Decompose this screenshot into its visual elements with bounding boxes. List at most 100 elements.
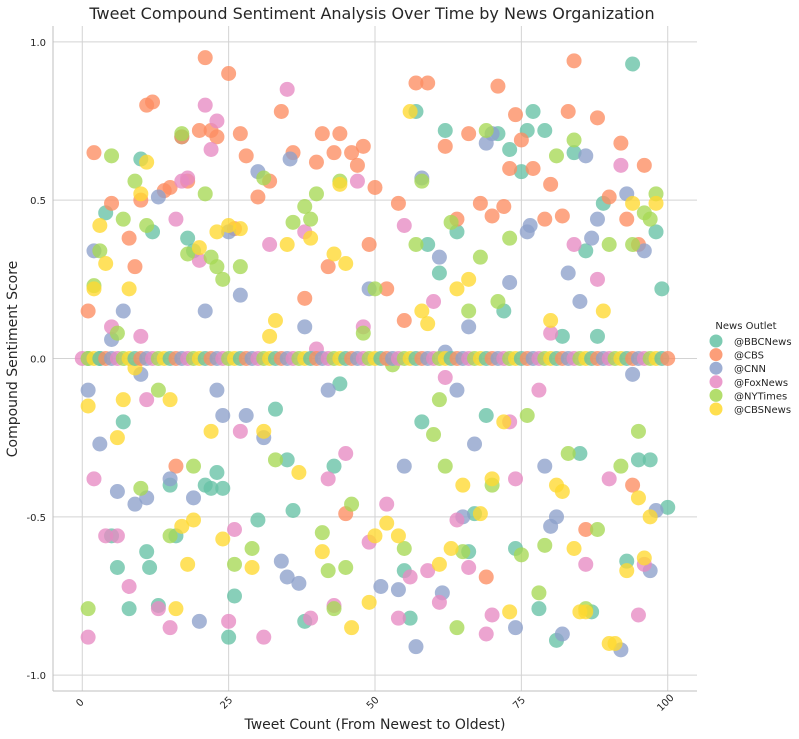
data-point: [513, 164, 529, 180]
data-point: [121, 579, 137, 594]
data-point: [186, 490, 202, 506]
data-point: [162, 471, 178, 487]
data-point: [502, 275, 518, 290]
data-point: [250, 189, 266, 205]
data-point: [654, 281, 670, 297]
data-point: [472, 195, 488, 211]
data-point: [560, 265, 576, 281]
data-point: [390, 528, 406, 544]
data-point: [197, 303, 213, 319]
data-point: [162, 180, 178, 195]
data-point: [502, 230, 518, 246]
data-point: [262, 237, 278, 252]
data-point: [244, 541, 260, 556]
data-point: [226, 522, 242, 537]
x-tick-label: 25: [218, 695, 235, 712]
data-point: [636, 550, 652, 566]
data-point: [566, 53, 582, 69]
data-point: [390, 610, 406, 626]
x-tick-label: 75: [511, 695, 528, 712]
data-point: [86, 471, 102, 487]
legend-marker: [709, 334, 723, 348]
data-point: [543, 313, 559, 328]
data-point: [285, 503, 301, 518]
data-point: [601, 471, 617, 487]
data-point: [221, 218, 237, 233]
data-point: [589, 328, 605, 344]
data-point: [537, 211, 553, 227]
data-point: [168, 211, 184, 227]
data-point: [338, 256, 354, 271]
data-point: [256, 423, 272, 439]
data-point: [379, 496, 395, 512]
data-point: [238, 408, 254, 423]
data-point: [145, 94, 161, 110]
data-point: [115, 414, 131, 430]
data-point: [379, 281, 395, 297]
data-point: [162, 528, 178, 544]
data-point: [578, 556, 594, 572]
data-point: [420, 563, 436, 579]
data-point: [625, 56, 641, 72]
data-point: [420, 316, 436, 332]
data-point: [291, 575, 307, 591]
data-point: [431, 594, 447, 610]
data-point: [338, 446, 354, 461]
data-point: [86, 145, 102, 161]
data-point: [109, 325, 125, 341]
data-point: [197, 186, 213, 202]
data-point: [531, 601, 547, 617]
data-point: [127, 173, 143, 189]
data-point: [449, 512, 465, 528]
data-point: [648, 195, 664, 211]
data-point: [92, 436, 108, 452]
data-point: [548, 148, 564, 164]
data-point: [191, 613, 207, 629]
data-point: [589, 522, 605, 537]
axes: [52, 26, 697, 692]
legend-title: News Outlet: [715, 321, 776, 332]
data-point: [191, 240, 207, 256]
data-point: [349, 157, 365, 173]
data-points: [74, 50, 676, 658]
legend-label: @NYTimes: [734, 391, 787, 402]
data-point: [279, 237, 295, 252]
data-point: [461, 319, 477, 335]
data-point: [332, 176, 348, 192]
data-point: [508, 620, 524, 636]
data-point: [338, 560, 354, 575]
data-point: [191, 123, 207, 138]
data-point: [437, 123, 453, 138]
data-point: [431, 392, 447, 408]
data-point: [619, 211, 635, 227]
data-point: [314, 126, 330, 142]
data-point: [308, 154, 324, 170]
data-point: [625, 237, 641, 252]
data-point: [554, 484, 570, 499]
data-point: [455, 544, 471, 560]
data-point: [589, 110, 605, 126]
data-point: [390, 195, 406, 211]
data-point: [209, 259, 225, 275]
data-point: [390, 582, 406, 598]
data-point: [630, 607, 646, 623]
data-point: [613, 157, 629, 173]
data-point: [572, 446, 588, 461]
data-point: [297, 290, 313, 306]
data-point: [267, 401, 283, 417]
data-point: [244, 560, 260, 575]
data-point: [215, 408, 231, 423]
data-point: [502, 142, 518, 157]
data-point: [209, 465, 225, 480]
data-point: [285, 214, 301, 230]
x-tick-label: 100: [655, 693, 676, 714]
legend-label: @CNN: [734, 364, 766, 375]
data-point: [461, 560, 477, 575]
data-point: [168, 458, 184, 474]
data-point: [174, 518, 190, 534]
data-point: [513, 547, 529, 563]
data-point: [256, 170, 272, 186]
data-point: [531, 382, 547, 398]
data-point: [344, 620, 360, 636]
data-point: [437, 458, 453, 474]
